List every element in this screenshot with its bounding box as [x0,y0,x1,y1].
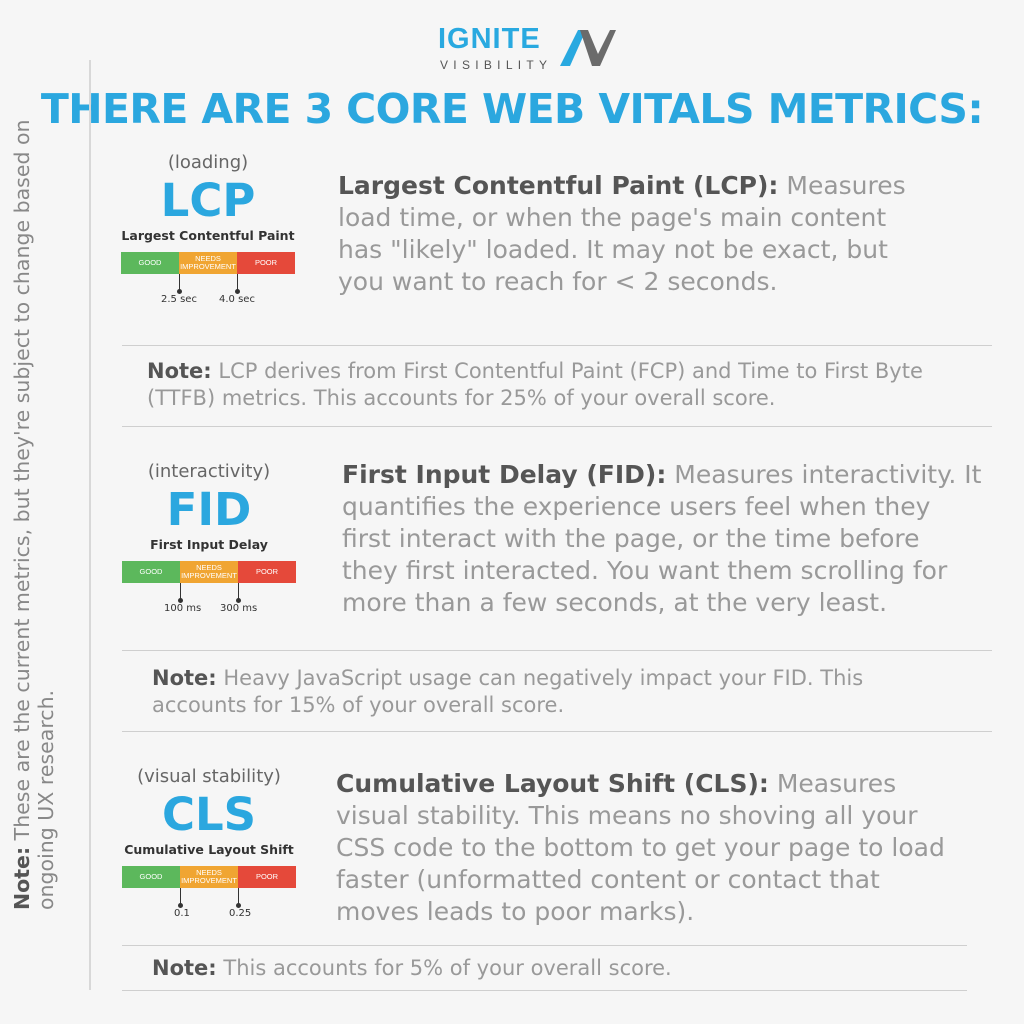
scale-needs-improvement: NEEDS IMPROVEMENT [180,561,238,583]
side-note-text: These are the current metrics, but they'… [10,119,58,910]
fid-badge: (interactivity) FID First Input Delay GO… [121,461,297,615]
threshold-ticks: 100 ms 300 ms [122,583,296,615]
metric-full-name: Largest Contentful Paint [121,228,295,243]
threshold-1: 2.5 sec [161,294,197,305]
page-title: THERE ARE 3 CORE WEB VITALS METRICS: [40,85,984,133]
fid-note: Note: Heavy JavaScript usage can negativ… [152,665,912,719]
divider [122,945,967,946]
note-body: LCP derives from First Contentful Paint … [147,359,923,410]
description-title: Cumulative Layout Shift (CLS): [336,769,769,798]
note-label: Note: [147,359,212,383]
threshold-2: 0.25 [229,908,252,919]
threshold-scale: GOOD NEEDS IMPROVEMENT POOR [122,866,296,888]
scale-good: GOOD [122,561,180,583]
metric-abbreviation: LCP [160,174,256,227]
divider [122,650,992,651]
threshold-ticks: 2.5 sec 4.0 sec [121,274,295,306]
note-body: Heavy JavaScript usage can negatively im… [152,666,864,717]
scale-needs-improvement: NEEDS IMPROVEMENT [179,252,237,274]
lcp-badge: (loading) LCP Largest Contentful Paint G… [120,152,296,306]
threshold-1: 0.1 [174,908,190,919]
note-label: Note: [152,666,217,690]
threshold-2: 4.0 sec [219,294,255,305]
metric-category: (loading) [167,152,249,173]
threshold-scale: GOOD NEEDS IMPROVEMENT POOR [122,561,296,583]
lcp-note: Note: LCP derives from First Contentful … [147,358,967,412]
threshold-ticks: 0.1 0.25 [122,888,296,920]
scale-good: GOOD [121,252,179,274]
threshold-1: 100 ms [164,603,202,614]
threshold-2: 300 ms [220,603,258,614]
divider [122,990,967,991]
logo-wordmark: IGNITE [438,23,541,55]
scale-good: GOOD [122,866,180,888]
metric-full-name: First Input Delay [150,537,268,552]
threshold-scale: GOOD NEEDS IMPROVEMENT POOR [121,252,295,274]
description-title: Largest Contentful Paint (LCP): [338,171,779,200]
note-body: This accounts for 5% of your overall sco… [216,956,672,980]
metric-abbreviation: FID [166,483,252,536]
metric-category: (interactivity) [147,461,271,482]
note-label: Note: [152,956,217,980]
metric-category: (visual stability) [137,766,281,787]
fid-description: First Input Delay (FID): Measures intera… [342,459,982,619]
logo-subtext: VISIBILITY [440,58,553,72]
description-body: Measures load time, or when the page's m… [338,171,906,296]
cls-note: Note: This accounts for 5% of your overa… [152,955,952,982]
cls-badge: (visual stability) CLS Cumulative Layout… [121,766,297,920]
divider [122,731,992,732]
description-title: First Input Delay (FID): [342,460,667,489]
side-note-label: Note: [10,846,34,910]
side-note: Note: These are the current metrics, but… [10,110,58,910]
description-body: Measures visual stability. This means no… [336,769,945,926]
scale-poor: POOR [237,252,295,274]
divider [122,345,992,346]
scale-poor: POOR [238,866,296,888]
scale-needs-improvement: NEEDS IMPROVEMENT [180,866,238,888]
lcp-description: Largest Contentful Paint (LCP): Measures… [338,170,938,298]
ignite-visibility-logo: IGNITE VISIBILITY [438,24,638,74]
description-body: Measures interactivity. It quantifies th… [342,460,982,617]
scale-poor: POOR [238,561,296,583]
metric-full-name: Cumulative Layout Shift [124,842,294,857]
side-divider [89,60,91,990]
divider [122,426,992,427]
cls-description: Cumulative Layout Shift (CLS): Measures … [336,768,966,928]
metric-abbreviation: CLS [161,788,257,841]
logo-mark-icon [560,30,616,66]
